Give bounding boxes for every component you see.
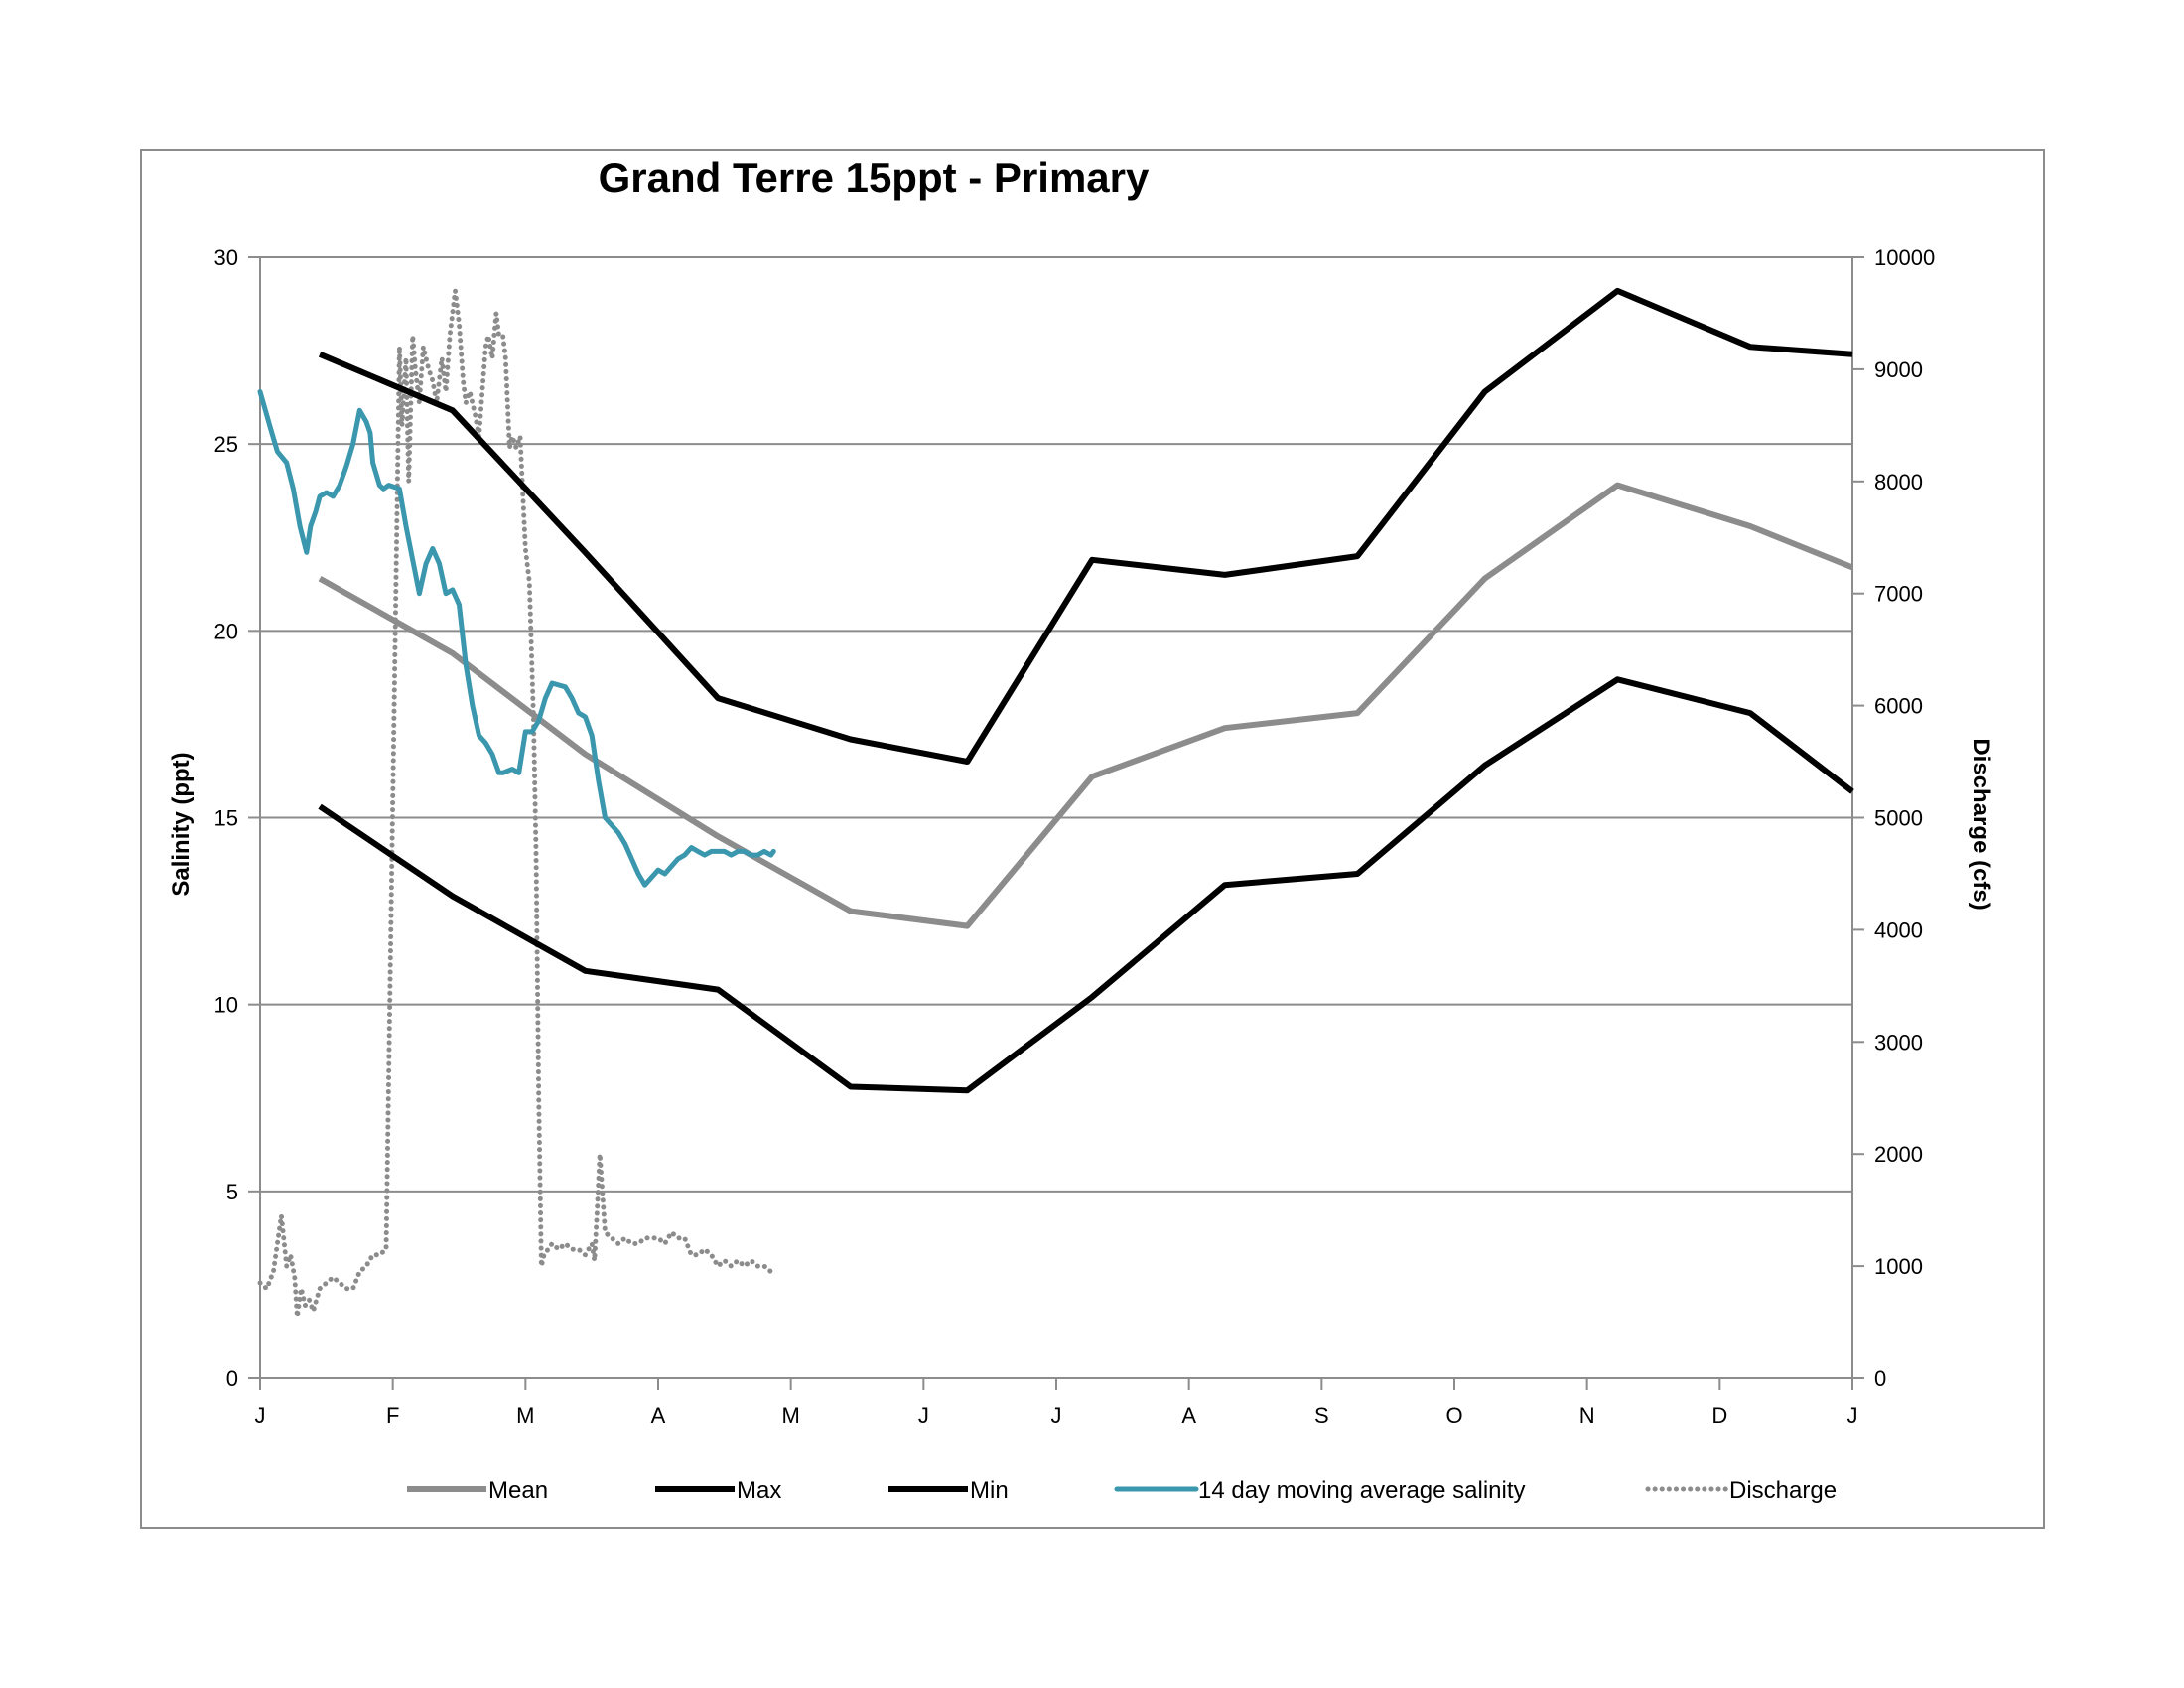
x-tick-label: J: [918, 1403, 929, 1428]
x-tick-label: M: [516, 1403, 534, 1428]
chart-title: Grand Terre 15ppt - Primary: [598, 154, 1150, 201]
y-tick-label: 20: [214, 619, 238, 643]
y-tick-label: 15: [214, 806, 238, 831]
y2-tick-label: 1000: [1874, 1254, 1923, 1279]
x-tick-label: F: [386, 1403, 399, 1428]
y2-tick-label: 2000: [1874, 1142, 1923, 1167]
x-tick-label: J: [1847, 1403, 1858, 1428]
y2-tick-label: 7000: [1874, 582, 1923, 607]
legend-label-max: Max: [737, 1477, 781, 1504]
y2-tick-label: 10000: [1874, 245, 1935, 270]
legend-label-14-day-moving-average-salinity: 14 day moving average salinity: [1198, 1477, 1526, 1504]
y2-tick-label: 9000: [1874, 357, 1923, 382]
series-group: [257, 287, 1854, 1320]
y2-axis-title: Discharge (cfs): [1968, 738, 1994, 910]
y2-tick-label: 6000: [1874, 694, 1923, 719]
y-tick-label: 5: [226, 1180, 238, 1204]
chart-frame: [140, 149, 2045, 1529]
y-tick-label: 10: [214, 993, 238, 1018]
legend-label-discharge: Discharge: [1729, 1477, 1837, 1504]
gridlines: [260, 256, 1852, 1193]
x-tick-label: A: [651, 1403, 666, 1428]
x-tick-label: O: [1445, 1403, 1462, 1428]
x-tick-label: M: [782, 1403, 800, 1428]
legend: Mean Max Min 14 day moving average salinity…: [407, 1477, 1837, 1504]
series-line-max: [318, 287, 1853, 765]
series-line-mean: [318, 482, 1854, 929]
x-tick-label: J: [255, 1403, 266, 1428]
x-tick-label: S: [1314, 1403, 1329, 1428]
axes: 0 5 10 15 20 25 30 0 1000 2000 3000 4000 5000 6000 700…: [214, 245, 1936, 1428]
series-line-min: [318, 676, 1854, 1094]
y-axis-title: Salinity (ppt): [168, 752, 195, 896]
y2-tick-label: 0: [1874, 1366, 1886, 1391]
legend-label-min: Min: [970, 1477, 1009, 1504]
y-tick-label: 30: [214, 245, 238, 270]
legend-label-mean: Mean: [488, 1477, 548, 1504]
y2-tick-label: 4000: [1874, 917, 1923, 942]
y-tick-label: 25: [214, 432, 238, 457]
x-tick-label: A: [1181, 1403, 1196, 1428]
y2-tick-label: 8000: [1874, 470, 1923, 494]
series-line-discharge: [257, 288, 774, 1320]
x-tick-label: D: [1711, 1403, 1727, 1428]
y2-tick-label: 5000: [1874, 806, 1923, 831]
y2-tick-label: 3000: [1874, 1030, 1923, 1055]
x-tick-label: J: [1051, 1403, 1062, 1428]
y-tick-label: 0: [226, 1366, 238, 1391]
x-tick-label: N: [1579, 1403, 1595, 1428]
series-line-14-day-moving-average-salinity: [257, 389, 776, 888]
